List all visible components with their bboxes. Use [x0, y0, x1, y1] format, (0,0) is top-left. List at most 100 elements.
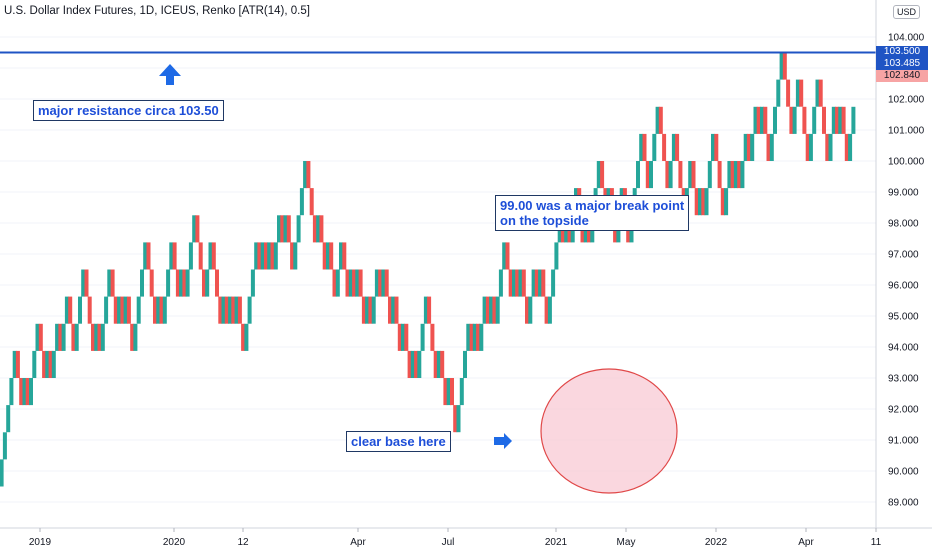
renko-box-up [166, 269, 171, 297]
renko-box-down [286, 215, 291, 243]
renko-box-down [19, 378, 24, 406]
renko-box-up [12, 350, 17, 378]
renko-box-up [179, 269, 184, 297]
renko-box-down [130, 323, 135, 351]
breakpoint-annotation[interactable]: 99.00 was a major break point on the top… [495, 195, 690, 231]
renko-box-down [515, 269, 520, 297]
renko-box-down [290, 242, 295, 270]
renko-box-down [87, 296, 92, 324]
renko-box-up [704, 188, 709, 216]
y-tick-label: 90.000 [888, 467, 919, 478]
renko-box-down [202, 269, 206, 297]
renko-box-up [247, 296, 252, 324]
x-tick-label: 2020 [163, 537, 186, 548]
renko-box-up [652, 133, 657, 161]
renko-box-up [668, 161, 673, 189]
renko-box-down [312, 215, 317, 243]
renko-box-up [9, 378, 14, 406]
y-tick-label: 91.000 [888, 436, 919, 447]
renko-box-down [717, 161, 722, 189]
renko-box-down [397, 323, 402, 351]
renko-box-up [55, 323, 60, 351]
renko-box-up [472, 323, 477, 351]
renko-box-up [531, 269, 536, 297]
renko-box-up [733, 161, 738, 189]
renko-box-down [146, 242, 151, 270]
renko-box-up [81, 269, 86, 297]
renko-box-down [358, 269, 363, 297]
renko-box-down [198, 242, 203, 270]
renko-box-down [746, 133, 751, 161]
renko-box-up [391, 296, 396, 324]
base-annotation[interactable]: clear base here [346, 431, 451, 452]
renko-box-up [61, 323, 66, 351]
renko-box-down [237, 296, 242, 324]
renko-box-down [264, 242, 268, 270]
y-tick-label: 94.000 [888, 343, 919, 354]
renko-box-down [720, 188, 725, 216]
renko-box-up [750, 133, 755, 161]
renko-box-down [737, 161, 742, 189]
renko-box-down [665, 161, 670, 189]
renko-box-up [250, 269, 255, 297]
renko-box-down [149, 269, 154, 297]
renko-box-down [443, 378, 448, 406]
renko-box-down [394, 296, 399, 324]
renko-box-down [766, 133, 771, 161]
renko-box-down [675, 133, 680, 161]
renko-box-up [498, 269, 503, 297]
price-axis[interactable]: 89.000 90.000 91.000 92.000 93.000 94.000 95.0… [875, 0, 925, 528]
breakpoint-annotation-line2: on the topside [500, 213, 589, 228]
renko-box-down [224, 296, 229, 324]
x-tick-label: Jul [442, 537, 455, 548]
renko-box-up [773, 106, 777, 134]
renko-box-down [525, 296, 529, 324]
renko-box-down [799, 79, 804, 107]
renko-box-up [64, 296, 69, 324]
renko-box-up [254, 242, 259, 270]
y-tick-label: 95.000 [888, 312, 919, 323]
renko-box-up [489, 296, 494, 324]
renko-box-down [642, 133, 647, 161]
renko-box-down [345, 269, 350, 297]
renko-box-down [329, 242, 334, 270]
renko-box-down [48, 350, 53, 378]
renko-box-down [544, 296, 549, 324]
renko-box-down [182, 269, 187, 297]
renko-box-down [600, 161, 605, 189]
y-tick-label: 89.000 [888, 498, 919, 509]
renko-box-down [414, 350, 419, 378]
time-axis[interactable]: 2019 2020 12 Apr Jul 2021 May 2022 Apr 11 [0, 527, 932, 548]
y-tick-label: 101.000 [888, 126, 925, 137]
renko-box-down [38, 323, 43, 351]
renko-box-down [407, 350, 412, 378]
renko-box-down [231, 296, 236, 324]
renko-box-down [97, 323, 102, 351]
renko-box-up [78, 296, 82, 324]
renko-box-up [551, 269, 556, 297]
x-tick-label: 11 [871, 537, 882, 548]
renko-box-up [698, 188, 702, 216]
renko-box-up [316, 215, 321, 243]
renko-box-up [795, 79, 800, 107]
renko-box-down [25, 378, 30, 406]
renko-box-down [645, 161, 650, 189]
renko-box-up [538, 269, 543, 297]
currency-badge[interactable]: USD [893, 5, 921, 19]
renko-box-down [492, 296, 497, 324]
renko-box-down [841, 106, 846, 134]
renko-box-down [175, 269, 180, 297]
resistance-annotation[interactable]: major resistance circa 103.50 [33, 100, 224, 121]
renko-box-up [133, 323, 138, 351]
renko-box-down [534, 269, 539, 297]
renko-box-up [724, 188, 729, 216]
renko-box-down [822, 106, 826, 134]
renko-box-up [260, 242, 265, 270]
renko-box-up [848, 133, 853, 161]
renko-box-down [730, 161, 735, 189]
breakpoint-annotation-line1: 99.00 was a major break point [500, 198, 685, 213]
y-tick-label: 96.000 [888, 281, 919, 292]
renko-box-up [140, 269, 144, 297]
renko-box-up [828, 133, 833, 161]
